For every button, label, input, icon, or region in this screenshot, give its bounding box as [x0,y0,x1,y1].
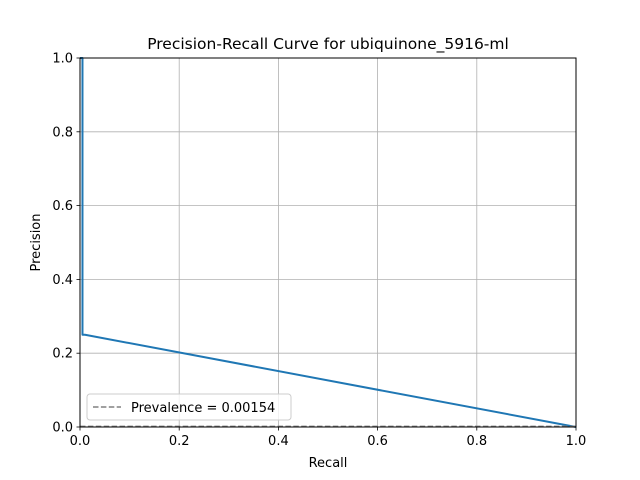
x-tick-label: 0.4 [268,434,289,449]
axes-frame [79,57,577,428]
x-tick-label: 0.0 [70,434,91,449]
x-axis-title: Recall [309,456,348,471]
y-tick-label: 1.0 [52,52,73,67]
axes-background [80,58,576,427]
y-ticks: 0.0 0.2 0.4 0.6 0.8 1.0 [52,52,80,436]
y-tick-label: 0.6 [52,199,73,214]
plot-area: 0.0 0.2 0.4 0.6 0.8 1.0 0.0 0.2 0.4 0.6 0.8 1.0 [52,52,586,450]
x-tick-label: 1.0 [566,434,587,449]
chart-title: Precision-Recall Curve for ubiquinone_59… [147,35,509,54]
y-tick-label: 0.2 [52,347,73,362]
grid [79,57,577,428]
legend-prevalence-label: Prevalence = 0.00154 [131,401,275,416]
x-tick-label: 0.6 [367,434,388,449]
y-tick-label: 0.4 [52,273,73,288]
y-tick-label: 0.8 [52,125,73,140]
x-tick-label: 0.2 [169,434,190,449]
y-axis-title: Precision [29,213,44,271]
legend-box [86,393,292,421]
legend: Prevalence = 0.00154 [86,393,292,421]
x-ticks: 0.0 0.2 0.4 0.6 0.8 1.0 [70,427,587,449]
y-tick-label: 0.0 [52,421,73,436]
x-tick-label: 0.8 [466,434,487,449]
